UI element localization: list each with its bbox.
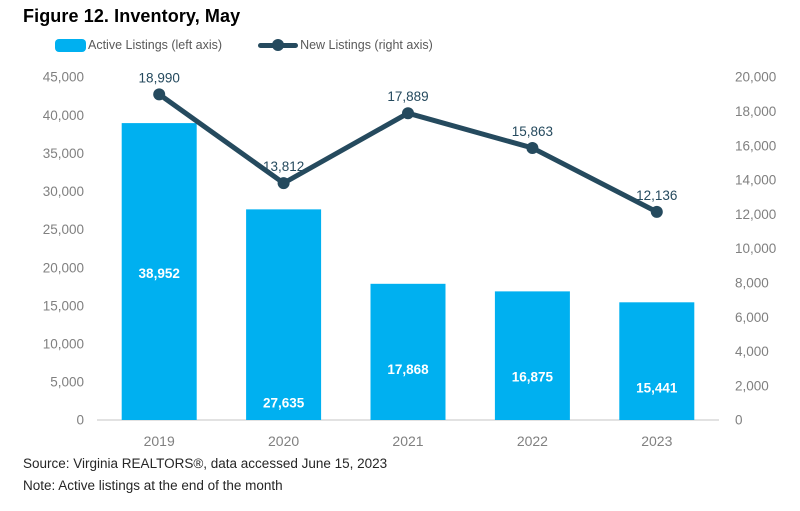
right-axis-tick-label: 14,000 [735,173,776,188]
bar-value-label: 38,952 [139,266,180,281]
left-axis-tick-label: 0 [76,413,84,428]
bar-2020 [246,209,322,420]
bar-value-label: 27,635 [263,395,305,410]
x-axis-label: 2023 [641,433,672,449]
x-axis-label: 2019 [144,433,175,449]
left-axis-tick-label: 30,000 [43,184,84,199]
line-point-label: 17,889 [387,89,428,104]
left-axis-tick-label: 35,000 [43,146,84,161]
right-axis-tick-label: 10,000 [735,241,776,256]
bar-2019 [121,123,197,421]
chart-legend: Active Listings (left axis) New Listings… [55,38,433,52]
right-axis-tick-label: 4,000 [735,344,769,359]
bar-value-label: 16,875 [512,369,554,384]
left-axis-tick-label: 15,000 [43,298,84,313]
source-text: Source: Virginia REALTORS®, data accesse… [23,456,388,471]
left-axis-tick-label: 10,000 [43,336,84,351]
line-point-marker [153,88,166,101]
bar-series-swatch-icon [55,38,86,52]
right-axis-tick-label: 8,000 [735,276,769,291]
x-axis-label: 2021 [392,433,423,449]
right-axis-tick-label: 12,000 [735,207,776,222]
line-point-marker [277,177,290,190]
right-axis-tick-label: 20,000 [735,70,776,85]
line-point-marker [402,107,414,120]
line-point-label: 12,136 [636,188,677,203]
bar-2023 [619,302,695,420]
chart-title: Figure 12. Inventory, May [23,6,241,26]
bar-value-label: 17,868 [387,362,429,377]
line-point-label: 18,990 [139,70,180,85]
left-axis-tick-label: 45,000 [43,70,84,85]
left-axis-tick-label: 5,000 [50,375,84,390]
left-axis-tick-label: 20,000 [43,260,84,275]
legend-item-new-listings: New Listings (right axis) [258,38,433,52]
right-axis-tick-label: 2,000 [735,378,769,393]
left-axis-tick-label: 25,000 [43,222,84,237]
line-point-marker [650,205,663,218]
line-series-marker-icon [258,38,299,52]
line-point-label: 13,812 [263,159,304,174]
line-point-label: 15,863 [512,124,553,139]
right-axis-tick-label: 16,000 [735,138,776,153]
bar-value-label: 15,441 [636,380,678,395]
legend-label-active-listings: Active Listings (left axis) [88,38,223,52]
line-point-marker [526,141,539,154]
right-axis-tick-label: 18,000 [735,104,776,119]
line-dot-icon [272,39,285,51]
legend-label-new-listings: New Listings (right axis) [300,38,433,52]
right-axis-tick-label: 6,000 [735,310,769,325]
x-axis-label: 2020 [268,433,299,449]
right-axis-tick-label: 0 [735,413,743,428]
bar-2021 [370,283,446,420]
left-axis-tick-label: 40,000 [43,108,84,123]
legend-item-active-listings: Active Listings (left axis) [55,38,222,52]
note-text: Note: Active listings at the end of the … [23,478,283,493]
bar-2022 [494,291,570,420]
x-axis-label: 2022 [517,433,548,449]
